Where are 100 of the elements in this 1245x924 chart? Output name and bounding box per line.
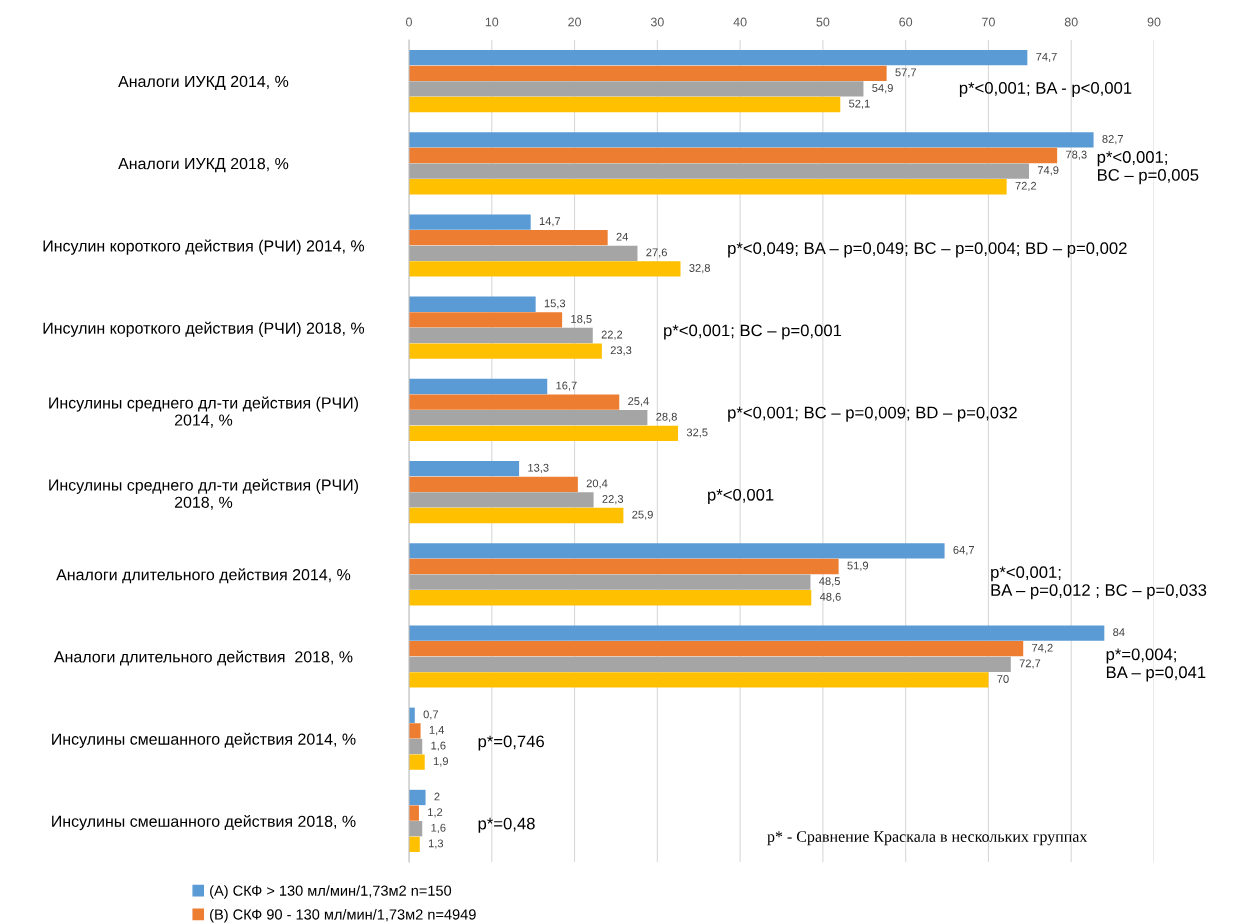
- y-tick-label: Аналоги длительного действия 2018, %: [53, 650, 353, 666]
- bar: [409, 214, 531, 230]
- bar: [409, 836, 420, 852]
- bar: [409, 230, 608, 246]
- annotation: p*<0,001; BC – p=0,009; BD – p=0,032: [728, 406, 1017, 422]
- x-tick-label: 20: [568, 17, 582, 27]
- bar: [409, 672, 989, 688]
- data-label: 32,8: [689, 264, 710, 274]
- data-label: 2: [434, 792, 440, 801]
- data-label: 20,4: [586, 479, 608, 489]
- annotation: p*=0,004; BA – p=0,041: [1106, 648, 1206, 682]
- annotation: p*=0,48: [478, 817, 535, 833]
- data-label: 74,7: [1036, 52, 1057, 62]
- bar: [409, 476, 578, 492]
- bar: [409, 343, 602, 359]
- annotation: p*=0,746: [478, 735, 544, 751]
- x-tick-label: 50: [816, 17, 830, 27]
- data-label: 32,5: [686, 428, 708, 438]
- y-tick-label: Инсулины среднего дл-ти действия (РЧИ) 2014, %: [49, 396, 358, 428]
- data-label: 15,3: [544, 299, 566, 309]
- x-tick-label: 80: [1064, 17, 1078, 27]
- data-label: 1,2: [428, 808, 443, 818]
- data-label: 64,7: [953, 545, 974, 556]
- x-tick-label: 70: [982, 17, 995, 27]
- data-label: 25,9: [632, 510, 653, 520]
- y-tick-label: Инсулин короткого действия (РЧИ) 2014, %: [43, 239, 365, 255]
- y-tick-label: Инсулин короткого действия (РЧИ) 2018, %: [43, 321, 365, 337]
- data-label: 1,6: [431, 823, 446, 833]
- bar: [409, 723, 421, 739]
- data-label: 13,3: [528, 463, 549, 473]
- y-tick-label: Инсулины смешанного действия 2018, %: [52, 814, 356, 831]
- data-label: 52,1: [849, 99, 870, 109]
- y-tick-label: Инсулины среднего дл-ти действия (РЧИ) 2018, %: [49, 478, 358, 510]
- bar: [409, 461, 520, 477]
- bar: [409, 261, 681, 277]
- data-label: 22,2: [601, 330, 623, 340]
- data-label: 78,3: [1066, 150, 1087, 160]
- data-label: 25,4: [628, 397, 649, 407]
- bar: [409, 507, 624, 524]
- x-tick-label: 30: [650, 17, 664, 27]
- bar: [409, 805, 419, 821]
- data-label: 84: [1113, 628, 1125, 637]
- annotation: p*<0,001; BC – p=0,001: [664, 324, 842, 340]
- bar: [409, 312, 563, 328]
- legend-label: (B) СКФ 90 - 130 мл/мин/1,73м2 n=4949: [210, 908, 476, 923]
- annotation: p*<0,049; BA – p=0,049; BC – p=0,004; BD – p=0,002: [728, 242, 1127, 258]
- annotation: p* - Сравнение Краскала в нескольких группах: [767, 831, 1088, 846]
- bar: [409, 543, 945, 559]
- y-tick-label: Аналоги ИУКД 2014, %: [118, 75, 289, 91]
- data-label: 51,9: [847, 561, 869, 571]
- data-label: 74,9: [1037, 166, 1059, 176]
- bar: [409, 378, 548, 395]
- y-tick-label: Инсулины смешанного действия 2014, %: [52, 732, 356, 748]
- data-label: 16,7: [556, 381, 577, 391]
- bar: [409, 81, 864, 97]
- bar: [409, 296, 536, 312]
- bar: [409, 558, 839, 575]
- data-label: 1,9: [433, 757, 448, 767]
- bar: [409, 50, 1028, 66]
- bar: [409, 492, 594, 508]
- bar: [409, 789, 426, 806]
- bar: [409, 132, 1094, 148]
- bar: [409, 425, 679, 441]
- data-label: 23,3: [610, 346, 632, 356]
- data-label: 14,7: [539, 217, 561, 227]
- annotation: p*<0,001; BA - p<0,001: [959, 81, 1132, 98]
- bar: [409, 327, 593, 344]
- data-label: 18,5: [571, 315, 592, 325]
- bar: [409, 147, 1058, 164]
- annotation: p*<0,001: [708, 488, 774, 504]
- x-tick-label: 40: [733, 17, 747, 27]
- data-label: 0,7: [423, 710, 439, 720]
- data-label: 72,2: [1015, 181, 1037, 192]
- data-label: 1,4: [429, 726, 445, 736]
- y-tick-label: Аналоги длительного действия 2014, %: [56, 568, 351, 584]
- bar: [409, 656, 1011, 672]
- bar: [409, 394, 620, 410]
- data-label: 22,3: [602, 495, 624, 505]
- bar: [409, 590, 812, 606]
- y-tick-label: Аналоги ИУКД 2018, %: [118, 157, 289, 173]
- bar: [409, 163, 1030, 179]
- bar: [409, 641, 1024, 657]
- data-label: 57,7: [895, 68, 917, 78]
- x-tick-label: 0: [406, 17, 412, 27]
- annotation: p*<0,001; BA – p=0,012 ; BC – p=0,033: [991, 566, 1207, 600]
- data-label: 72,7: [1019, 659, 1041, 669]
- bar: [409, 410, 648, 426]
- data-label: 82,7: [1102, 134, 1123, 145]
- legend-label: (A) СКФ > 130 мл/мин/1,73м2 n=150: [210, 885, 452, 899]
- bar: [409, 245, 638, 261]
- data-label: 27,6: [646, 248, 667, 258]
- data-label: 48,5: [819, 577, 840, 587]
- annotation: p*<0,001; BC – p=0,005: [1097, 151, 1199, 185]
- data-label: 48,6: [819, 592, 841, 603]
- data-label: 54,9: [872, 84, 893, 94]
- data-label: 1,6: [431, 741, 446, 751]
- bar: [409, 625, 1105, 641]
- data-label: 28,8: [656, 412, 677, 422]
- bar: [409, 96, 841, 113]
- bar: [409, 574, 811, 590]
